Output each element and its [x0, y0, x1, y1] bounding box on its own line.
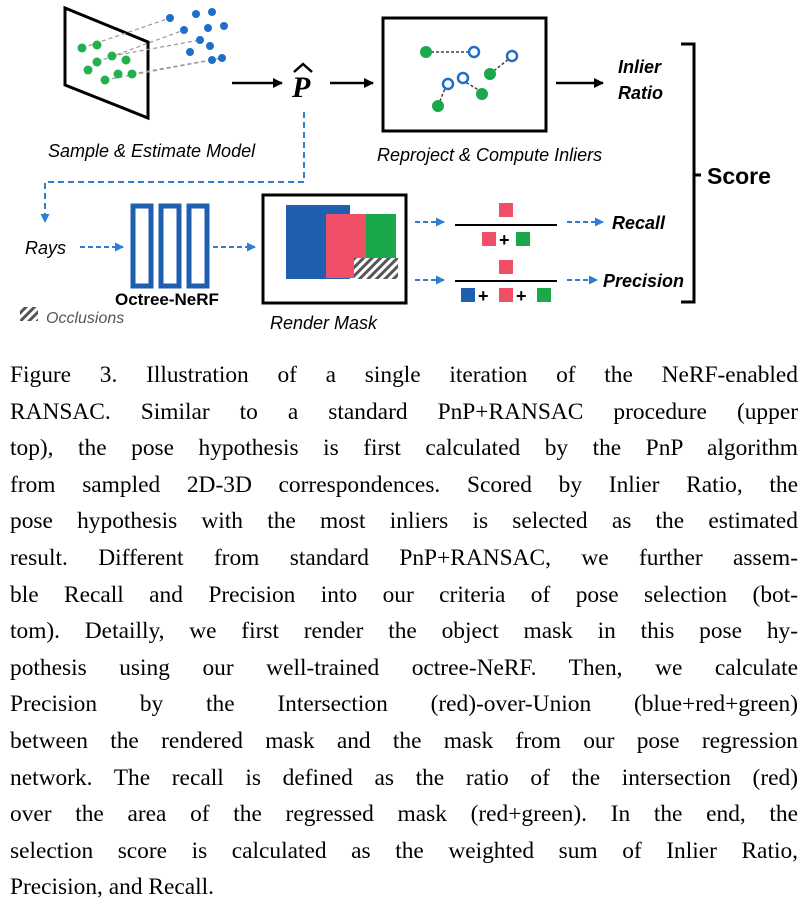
dashed-path-p-to-rays: [40, 112, 305, 223]
caption-line: pothesis using our well-trained octree-N…: [10, 654, 798, 681]
reprojection-green-points: [420, 46, 496, 112]
recall-plus: +: [499, 230, 510, 250]
caption-line: Precision by the Intersection (red)-over…: [10, 691, 798, 718]
hat-icon: [293, 62, 313, 73]
figure-caption: Figure 3. Illustration of a single itera…: [10, 357, 798, 906]
precision-plus-1: +: [478, 286, 489, 306]
recall-denominator-green: [516, 232, 530, 246]
green-2d-points: [77, 40, 137, 85]
caption-line: Precision, and Recall.: [10, 874, 214, 901]
caption-line: RANSAC. Similar to a standard PnP+RANSAC…: [10, 398, 798, 425]
score-bracket: [681, 42, 696, 304]
precision-formula: + +: [455, 260, 557, 306]
figure-3-diagram: Sample & Estimate Model P Reproject & Co…: [0, 0, 805, 345]
render-mask-panel: Render Mask: [261, 193, 408, 333]
recall-denominator-red: [482, 232, 496, 246]
mask-occlusion-region: [354, 258, 398, 279]
precision-numerator-red: [499, 260, 513, 274]
precision-denominator-green: [537, 288, 551, 302]
score-label: Score: [707, 163, 771, 189]
sample-estimate-label: Sample & Estimate Model: [48, 141, 256, 161]
reprojection-pairs: [426, 51, 511, 107]
octree-nerf-block: [130, 203, 210, 289]
caption-line: Figure 3. Illustration of a single itera…: [10, 362, 798, 388]
caption-line: pose hypothesis with the most inliers is…: [10, 508, 798, 535]
caption-line: tom). Detailly, we first render the obje…: [10, 618, 798, 645]
blue-3d-points: [166, 8, 228, 64]
sample-estimate-panel: Sample & Estimate Model: [48, 5, 256, 161]
caption-line: top), the pose hypothesis is first calcu…: [10, 435, 798, 462]
p-hat-label: P: [291, 71, 311, 104]
reproject-label: Reproject & Compute Inliers: [377, 145, 602, 165]
inlier-label: Inlier: [618, 57, 662, 77]
render-mask-label: Render Mask: [270, 313, 378, 333]
rays-label: Rays: [25, 238, 66, 258]
image-plane: [63, 5, 150, 121]
precision-label: Precision: [603, 271, 684, 291]
caption-line: between the rendered mask and the mask f…: [10, 727, 798, 754]
caption-line: network. The recall is defined as the ra…: [10, 764, 798, 791]
caption-line: from sampled 2D-3D correspondences. Scor…: [10, 471, 798, 498]
caption-line: result. Different from standard PnP+RANS…: [10, 544, 798, 571]
precision-denominator-blue: [461, 288, 475, 302]
recall-label: Recall: [612, 213, 666, 233]
caption-line: selection score is calculated as the wei…: [10, 837, 798, 864]
recall-numerator-red: [499, 203, 513, 217]
precision-plus-2: +: [516, 286, 527, 306]
occlusions-label: Occlusions: [46, 310, 124, 327]
pose-hypothesis: P: [291, 62, 313, 104]
occlusion-legend-swatch: [20, 307, 38, 321]
reprojection-blue-rings: [441, 45, 519, 91]
ratio-label: Ratio: [618, 83, 663, 103]
reproject-box: [381, 16, 548, 133]
caption-line: ble Recall and Precision into our criter…: [10, 581, 798, 608]
caption-line: over the area of the regressed mask (red…: [10, 801, 798, 828]
reproject-panel: Reproject & Compute Inliers: [377, 16, 602, 165]
recall-formula: +: [455, 203, 557, 250]
precision-denominator-red: [499, 288, 513, 302]
octree-nerf-label: Octree-NeRF: [115, 290, 219, 309]
